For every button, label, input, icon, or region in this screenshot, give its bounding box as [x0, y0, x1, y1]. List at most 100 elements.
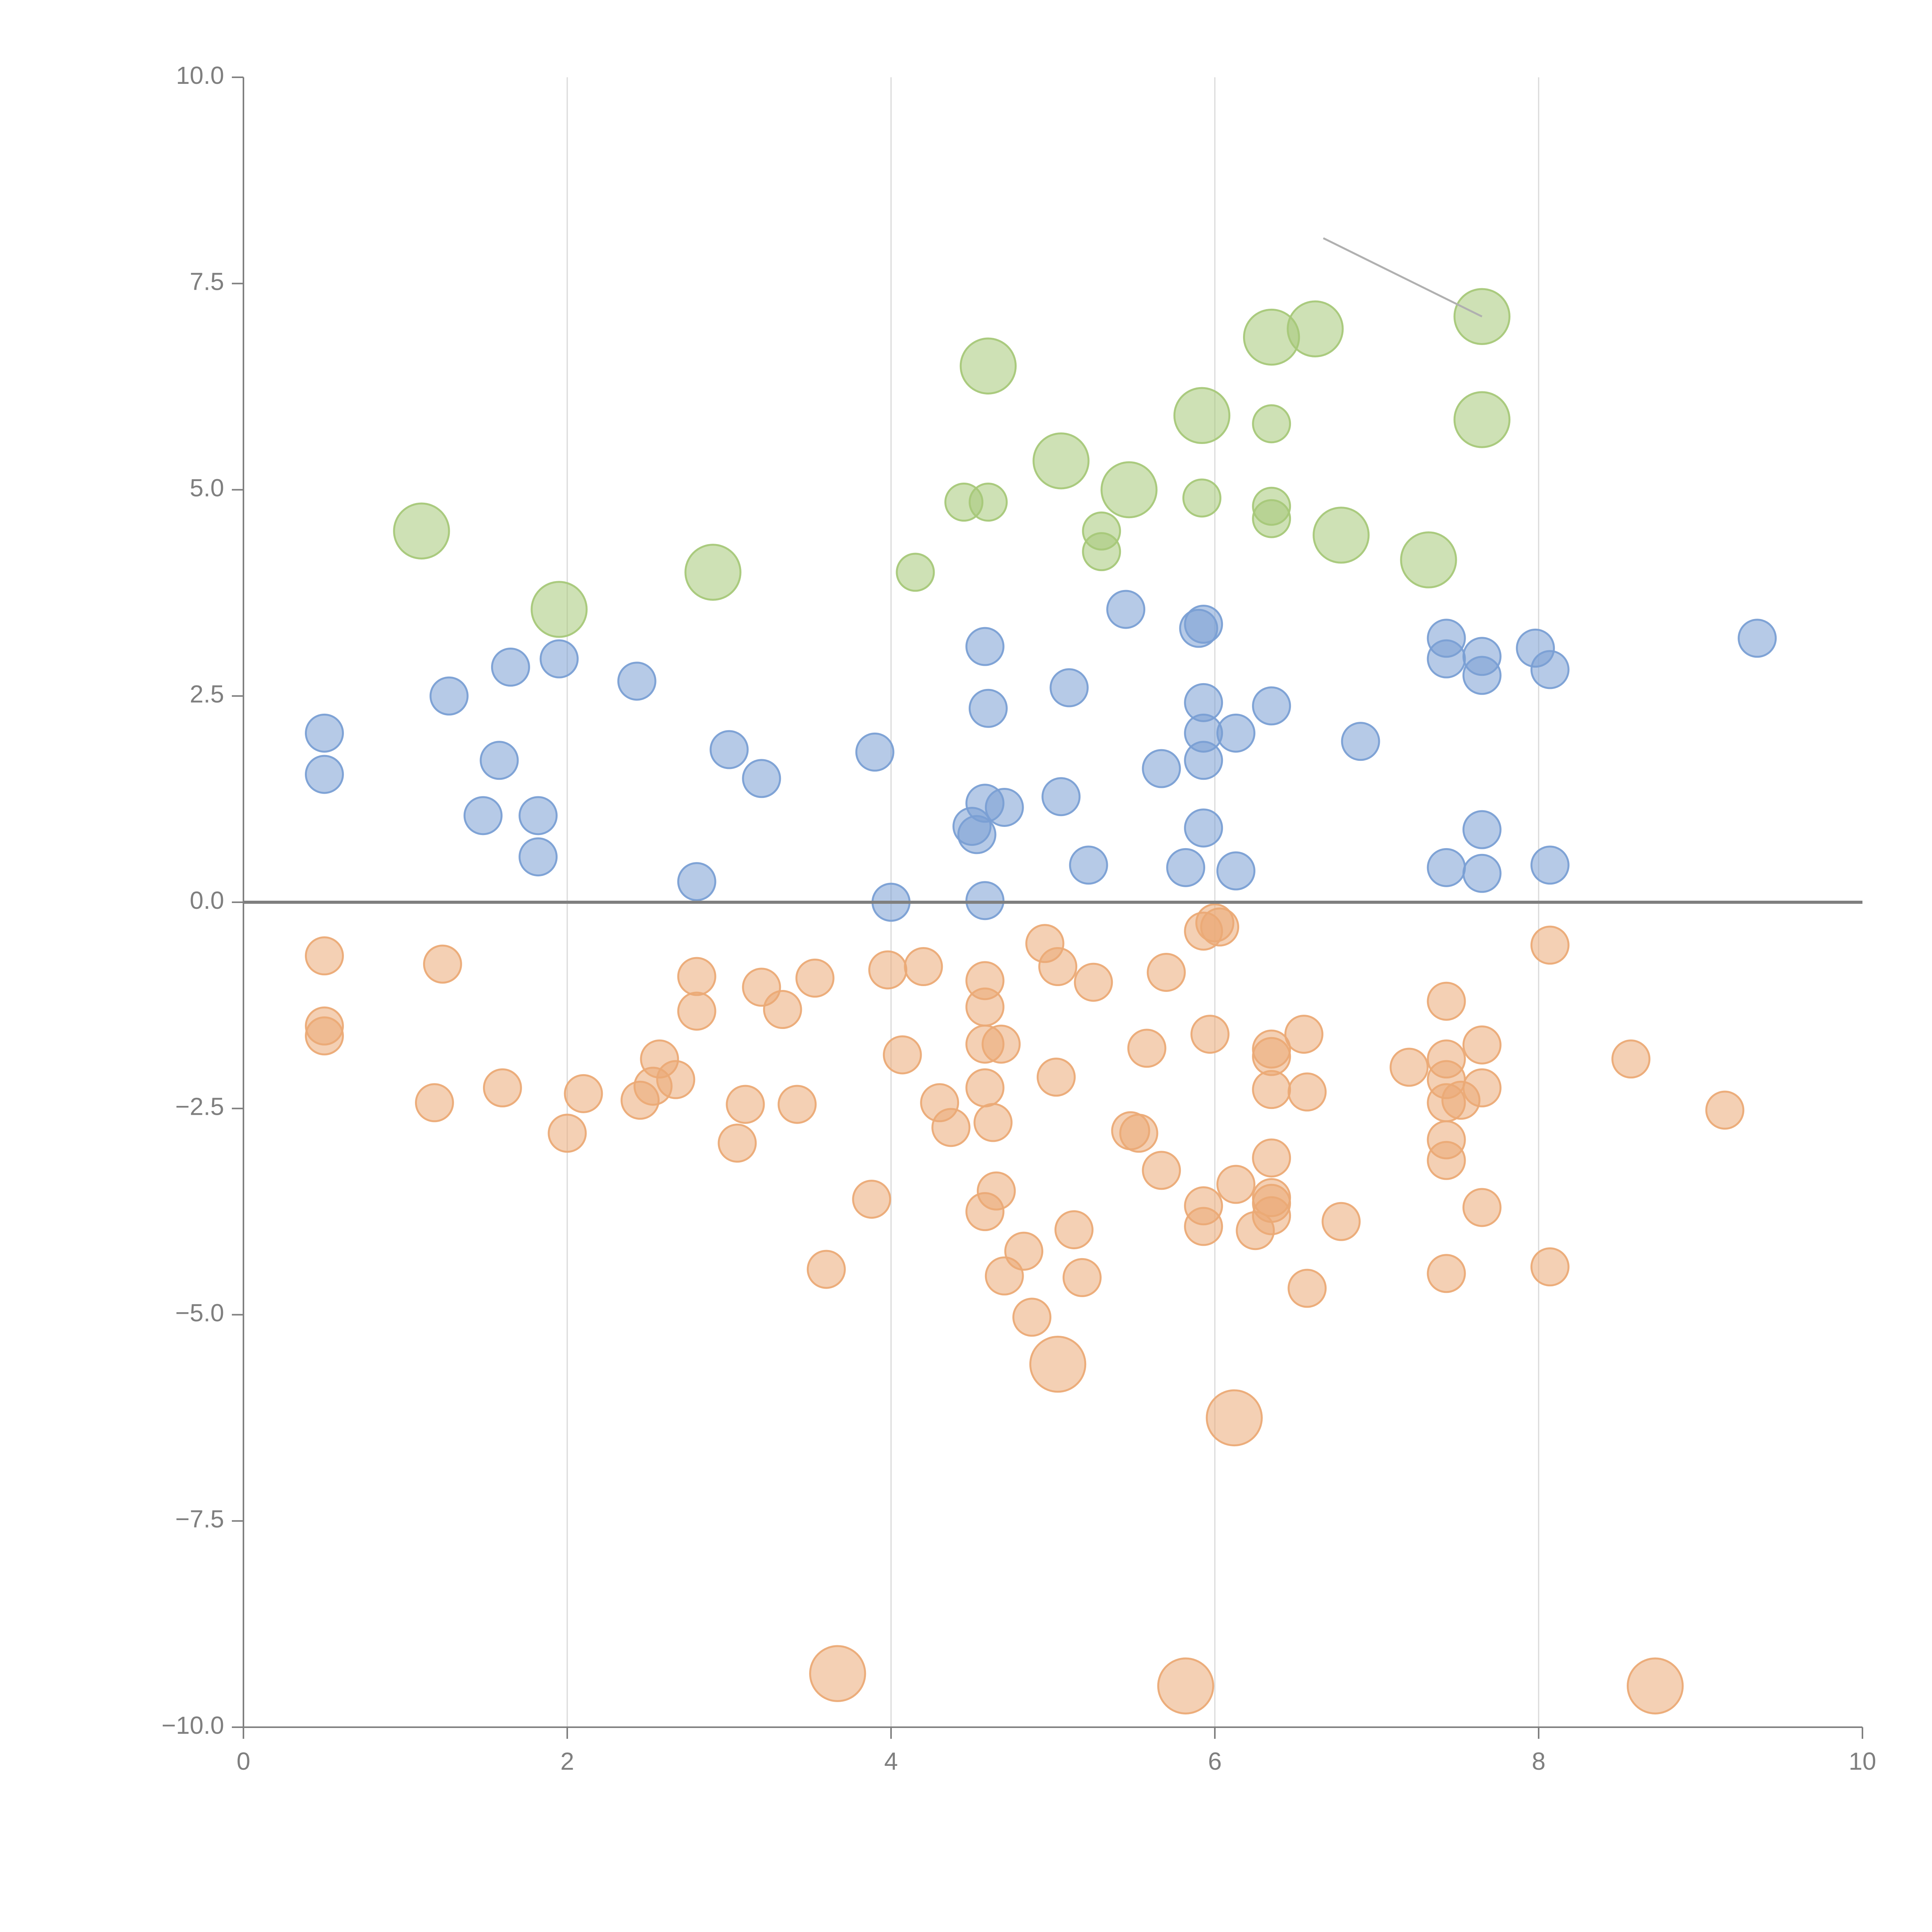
x-tick-label: 0	[236, 1747, 250, 1775]
blue-point	[519, 796, 558, 835]
blue-point	[1216, 713, 1255, 753]
orange-point	[976, 1171, 1016, 1211]
x-tick-label: 2	[560, 1747, 574, 1775]
axes: −10.0 −7.5 −5.0 −2.5 0.0 2.5 5.0 7.5 10.0 0 2 4 6 8 10	[162, 61, 1876, 1775]
blue-point	[429, 676, 469, 716]
green-point	[1252, 404, 1291, 444]
orange-point	[1038, 947, 1078, 986]
orange-point	[1190, 1015, 1230, 1054]
y-tick-label: 7.5	[190, 268, 224, 296]
orange-point	[795, 958, 835, 998]
orange-point	[931, 1108, 971, 1147]
y-tick-label: −10.0	[162, 1711, 224, 1739]
blue-point	[539, 639, 579, 679]
green-point	[1453, 391, 1511, 448]
orange-point	[305, 936, 344, 976]
blue-point	[965, 881, 1005, 920]
orange-point	[1036, 1058, 1076, 1097]
annotations	[1323, 237, 1483, 318]
green-point	[1400, 531, 1457, 588]
green-point	[1032, 432, 1090, 490]
blue-point	[1427, 639, 1466, 679]
y-tick-label: −7.5	[175, 1505, 224, 1533]
blue-point	[1427, 848, 1466, 887]
orange-point	[726, 1085, 765, 1124]
green-point	[393, 502, 450, 560]
green-point	[1252, 499, 1291, 538]
orange-point	[777, 1085, 817, 1124]
blue-point	[1142, 749, 1181, 788]
data-points	[305, 288, 1777, 1714]
blue-point	[1462, 854, 1502, 893]
orange-point	[564, 1074, 603, 1113]
blue-point	[965, 627, 1005, 666]
green-point	[1173, 387, 1231, 444]
blue-point	[1049, 668, 1089, 707]
green-point	[1082, 532, 1121, 571]
orange-point	[1127, 1029, 1167, 1068]
blue-point	[985, 787, 1024, 827]
orange-point	[1142, 1151, 1181, 1190]
orange-point	[483, 1068, 522, 1107]
blue-point	[491, 648, 530, 687]
blue-point	[1069, 845, 1108, 885]
y-tick-label: −5.0	[175, 1299, 224, 1327]
orange-point	[1287, 1072, 1327, 1112]
orange-point	[1074, 963, 1113, 1002]
blue-point	[1530, 650, 1570, 689]
orange-point	[656, 1060, 696, 1099]
green-point	[684, 544, 742, 601]
orange-point	[973, 1103, 1013, 1142]
orange-point	[1012, 1298, 1052, 1337]
blue-point	[855, 732, 895, 772]
orange-point	[883, 1035, 922, 1075]
y-tick-label: 0.0	[190, 886, 224, 914]
orange-point	[677, 992, 716, 1031]
orange-point	[1427, 1141, 1466, 1180]
x-tick-label: 4	[884, 1747, 898, 1775]
green-point	[1100, 461, 1158, 519]
orange-point	[965, 987, 1005, 1027]
blue-point	[1216, 851, 1255, 891]
orange-point	[981, 1024, 1021, 1064]
x-tick-label: 10	[1849, 1747, 1876, 1775]
green-point	[531, 581, 588, 638]
orange-point	[1216, 1165, 1255, 1204]
orange-point	[415, 1083, 454, 1122]
orange-point	[1462, 1025, 1502, 1065]
orange-point	[1462, 1068, 1502, 1107]
blue-point	[617, 662, 656, 701]
orange-point	[1252, 1138, 1291, 1178]
orange-point	[852, 1180, 891, 1219]
blue-point	[480, 741, 519, 780]
orange-point	[1029, 1335, 1087, 1393]
orange-point	[1284, 1015, 1323, 1054]
blue-point	[305, 713, 344, 753]
orange-point	[1119, 1114, 1158, 1153]
green-point	[959, 337, 1017, 395]
blue-point	[1184, 605, 1223, 644]
blue-point	[1530, 845, 1570, 885]
orange-point	[763, 990, 802, 1029]
green-point	[1182, 478, 1221, 518]
y-tick-label: −2.5	[175, 1093, 224, 1121]
blue-point	[677, 862, 716, 901]
y-tick-label: 5.0	[190, 474, 224, 502]
orange-point	[305, 1016, 344, 1056]
blue-point	[1041, 777, 1081, 816]
blue-point	[519, 837, 558, 877]
orange-point	[1184, 1207, 1223, 1246]
blue-point	[1462, 810, 1502, 849]
orange-point	[1427, 1254, 1466, 1293]
blue-point	[1341, 722, 1380, 761]
orange-point	[677, 957, 716, 996]
blue-point	[742, 759, 781, 798]
blue-point	[463, 796, 503, 835]
green-point	[1287, 300, 1344, 357]
blue-point	[1166, 848, 1206, 887]
orange-point	[1252, 1196, 1291, 1235]
x-tick-label: 8	[1532, 1747, 1546, 1775]
orange-point	[1252, 1070, 1291, 1109]
blue-point	[1462, 656, 1502, 695]
